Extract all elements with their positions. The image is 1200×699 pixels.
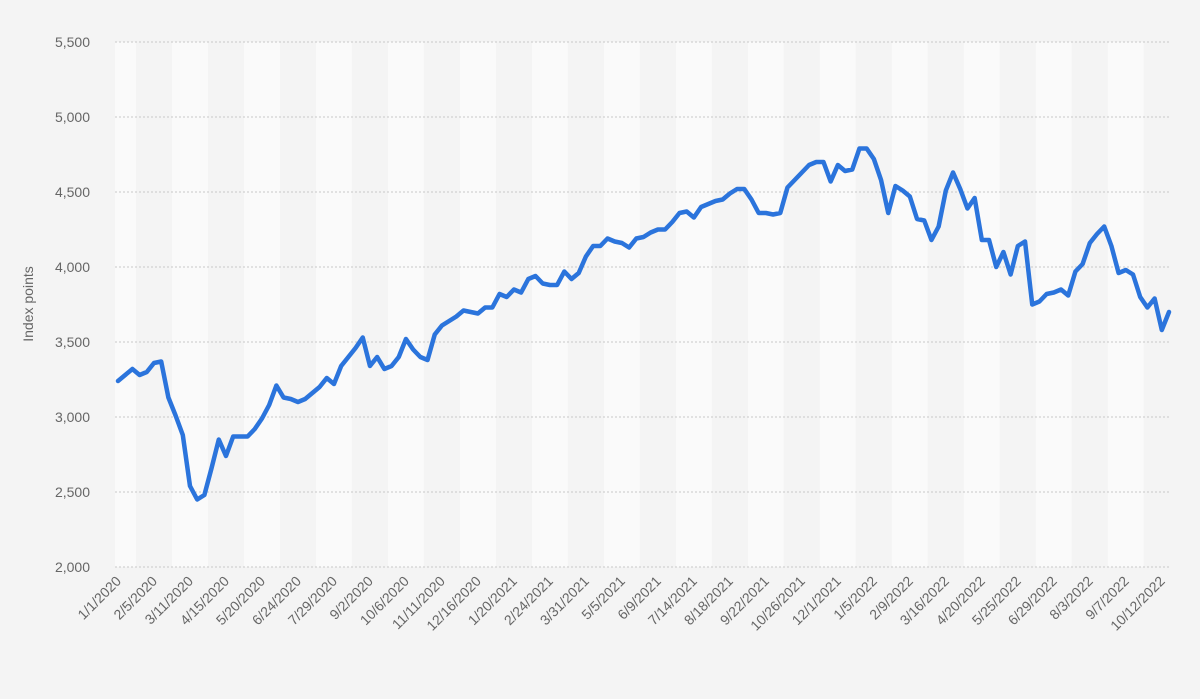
plot-band (711, 42, 748, 567)
plot-band (135, 42, 172, 567)
plot-band (351, 42, 388, 567)
plot-band (819, 42, 856, 567)
plot-band (531, 42, 568, 567)
plot-band (747, 42, 784, 567)
y-tick-label: 5,000 (55, 109, 90, 125)
y-tick-label: 4,000 (55, 259, 90, 275)
plot-band (567, 42, 604, 567)
y-tick-label: 3,500 (55, 334, 90, 350)
plot-band (279, 42, 316, 567)
plot-band (639, 42, 676, 567)
plot-band (855, 42, 892, 567)
plot-band (927, 42, 964, 567)
plot-band (115, 42, 136, 567)
y-tick-label: 2,000 (55, 559, 90, 575)
plot-band (315, 42, 352, 567)
plot-band (603, 42, 640, 567)
plot-band (1107, 42, 1144, 567)
plot-band (495, 42, 532, 567)
plot-band (207, 42, 244, 567)
y-axis-label: Index points (20, 266, 36, 342)
plot-band (423, 42, 460, 567)
y-tick-label: 3,000 (55, 409, 90, 425)
y-tick-label: 5,500 (55, 34, 90, 50)
plot-band (675, 42, 712, 567)
data-line (115, 146, 1172, 502)
plot-band (243, 42, 280, 567)
plot-band (459, 42, 496, 567)
plot-band (999, 42, 1036, 567)
plot-band (963, 42, 1000, 567)
plot-band (783, 42, 820, 567)
y-tick-label: 4,500 (55, 184, 90, 200)
plot-band (387, 42, 424, 567)
plot-band (1035, 42, 1072, 567)
y-tick-label: 2,500 (55, 484, 90, 500)
plot-band (1071, 42, 1108, 567)
plot-band (891, 42, 928, 567)
